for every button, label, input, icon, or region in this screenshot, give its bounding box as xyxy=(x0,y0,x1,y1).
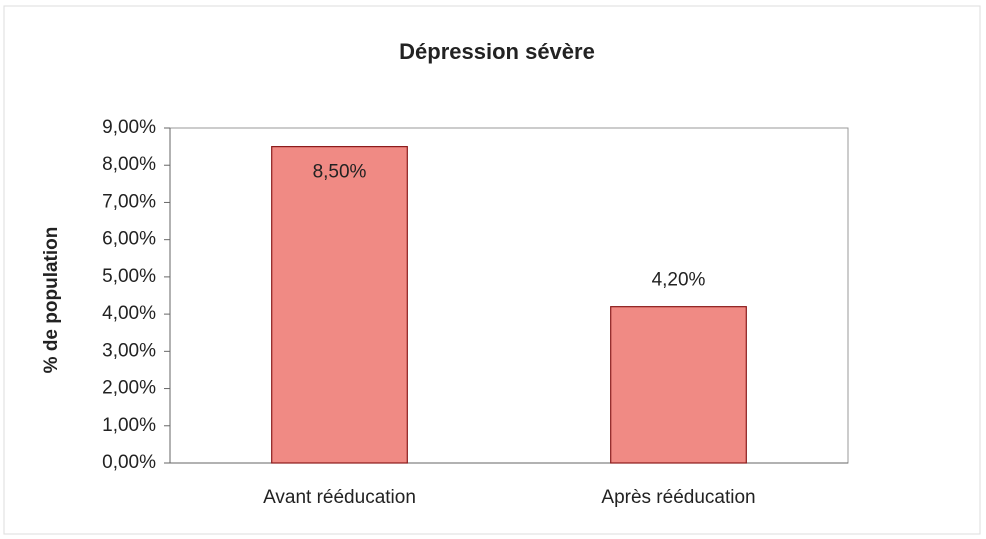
x-tick-label: Après rééducation xyxy=(601,487,755,508)
y-tick-label: 2,00% xyxy=(102,378,156,399)
value-label: 8,50% xyxy=(313,162,367,183)
bar xyxy=(271,146,408,464)
y-tick-label: 8,00% xyxy=(102,154,156,175)
y-tick-label: 7,00% xyxy=(102,191,156,212)
y-axis-label: % de population xyxy=(41,227,62,374)
chart-title: Dépression sévère xyxy=(399,39,595,64)
value-label: 4,20% xyxy=(652,270,706,291)
chart-frame xyxy=(3,5,981,535)
y-tick-label: 5,00% xyxy=(102,266,156,287)
y-tick-label: 0,00% xyxy=(102,452,156,473)
bar xyxy=(610,306,747,464)
y-tick-label: 1,00% xyxy=(102,415,156,436)
x-tick-label: Avant rééducation xyxy=(263,487,416,508)
y-tick-label: 6,00% xyxy=(102,229,156,250)
y-tick-label: 4,00% xyxy=(102,303,156,324)
y-tick-label: 3,00% xyxy=(102,340,156,361)
y-tick-label: 9,00% xyxy=(102,117,156,138)
